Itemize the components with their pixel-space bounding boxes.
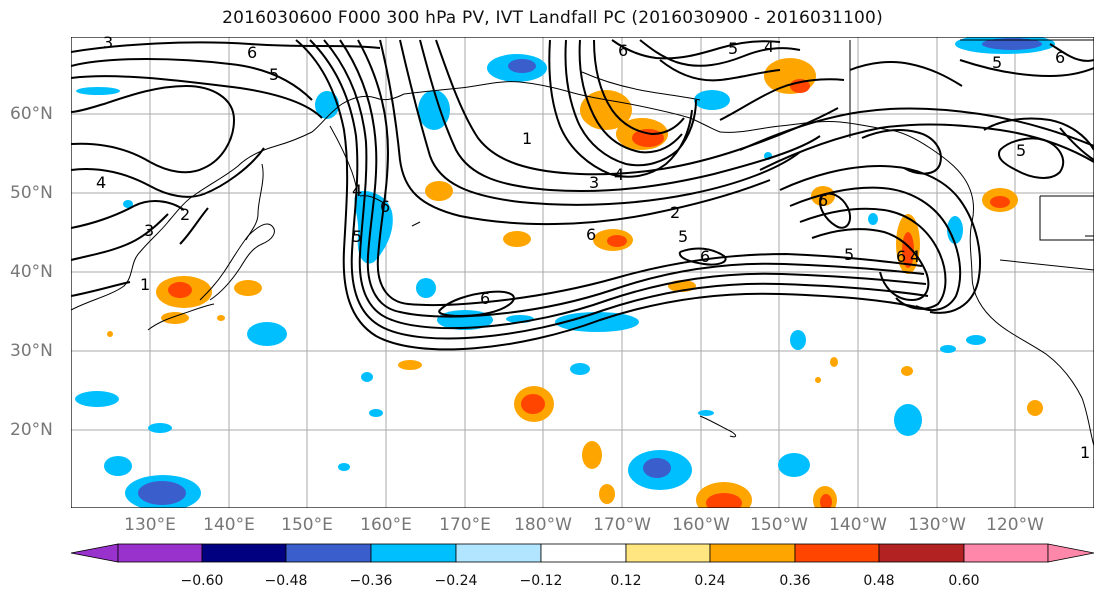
contour-label: 4 (352, 181, 362, 200)
contour-label: 5 (678, 227, 688, 246)
contour-label: 4 (910, 247, 920, 266)
colorbar-segment (709, 543, 796, 563)
colorbar-segment (370, 543, 457, 563)
contour-label: 3 (103, 33, 113, 52)
contour-label: 4 (96, 173, 106, 192)
lon-label: 140°E (203, 515, 255, 535)
lon-label: 160°W (672, 515, 730, 535)
coastlines (71, 39, 1094, 447)
contour-label: 6 (586, 225, 596, 244)
contour-label: 3 (589, 173, 599, 192)
contour-label: 6 (818, 191, 828, 210)
contour-label: 1 (522, 129, 532, 148)
lon-label: 130°E (124, 515, 176, 535)
colorbar-segment (117, 543, 203, 563)
lon-label: 150°W (750, 515, 808, 535)
contour-label-group: 3 6 5 4 2 1 3 6 5 4 6 5 5 6 4 1 3 4 2 5 … (96, 33, 1090, 462)
colorbar-tick-label: −0.48 (264, 573, 308, 589)
colorbar-segment (963, 543, 1049, 563)
colorbar-tick-label: 0.24 (694, 573, 726, 589)
lat-label: 30°N (10, 341, 53, 361)
colorbar-segment (794, 543, 880, 563)
contour-label: 1 (1080, 443, 1090, 462)
contour-label: 2 (180, 205, 190, 224)
lat-label: 40°N (10, 262, 53, 282)
lon-label: 170°E (439, 515, 491, 535)
contour-label: 5 (728, 39, 738, 58)
contour-label: 5 (1016, 141, 1026, 160)
contour-label: 6 (896, 247, 906, 266)
contour-label: 5 (992, 53, 1002, 72)
colorbar-tick-label: 0.48 (863, 573, 895, 589)
contour-label: 5 (844, 245, 854, 264)
colorbar-tick-label: 0.36 (779, 573, 811, 589)
lat-label: 50°N (10, 183, 53, 203)
contour-label: 1 (140, 275, 150, 294)
map-title: 2016030600 F000 300 hPa PV, IVT Landfall… (222, 8, 883, 28)
lon-label: 140°W (829, 515, 887, 535)
lon-label: 130°W (908, 515, 966, 535)
contour-label: 6 (380, 197, 390, 216)
colorbar-tick-label: −0.60 (180, 573, 224, 589)
colorbar-segment (878, 543, 965, 563)
colorbar-segment (285, 543, 372, 563)
contour-label: 3 (144, 221, 154, 240)
contour-label: 6 (247, 43, 257, 62)
colorbar-tick-label: −0.36 (349, 573, 393, 589)
contour-label: 6 (1055, 48, 1065, 67)
gridlines (71, 37, 1094, 508)
colorbar-segment (540, 543, 627, 563)
pv-contours (71, 39, 1094, 351)
contour-label: 4 (614, 165, 624, 184)
negative-pv-anomalies (75, 37, 1055, 508)
lon-label: 180°W (514, 515, 572, 535)
contour-label: 2 (670, 203, 680, 222)
colorbar-tick-label: −0.24 (434, 573, 478, 589)
positive-pv-anomalies (107, 58, 1043, 508)
colorbar-segment (201, 543, 287, 563)
colorbar (70, 543, 1095, 563)
colorbar-segment (70, 543, 119, 563)
lon-label: 160°E (360, 515, 412, 535)
contour-label: 6 (480, 289, 490, 308)
lon-label: 170°W (593, 515, 651, 535)
colorbar-segment (625, 543, 711, 563)
contour-label: 6 (700, 247, 710, 266)
contour-label: 5 (352, 227, 362, 246)
colorbar-tick-label: 0.12 (610, 573, 642, 589)
lat-label: 60°N (10, 104, 53, 124)
lat-label: 20°N (10, 420, 53, 440)
colorbar-tick-label: −0.12 (519, 573, 563, 589)
colorbar-tick-label: 0.60 (948, 573, 980, 589)
contour-label: 4 (764, 37, 774, 56)
lon-label: 150°E (281, 515, 333, 535)
colorbar-segment (1047, 543, 1095, 563)
contour-label: 5 (269, 65, 279, 84)
lon-label: 120°W (986, 515, 1044, 535)
contour-label: 6 (618, 41, 628, 60)
colorbar-segment (455, 543, 542, 563)
